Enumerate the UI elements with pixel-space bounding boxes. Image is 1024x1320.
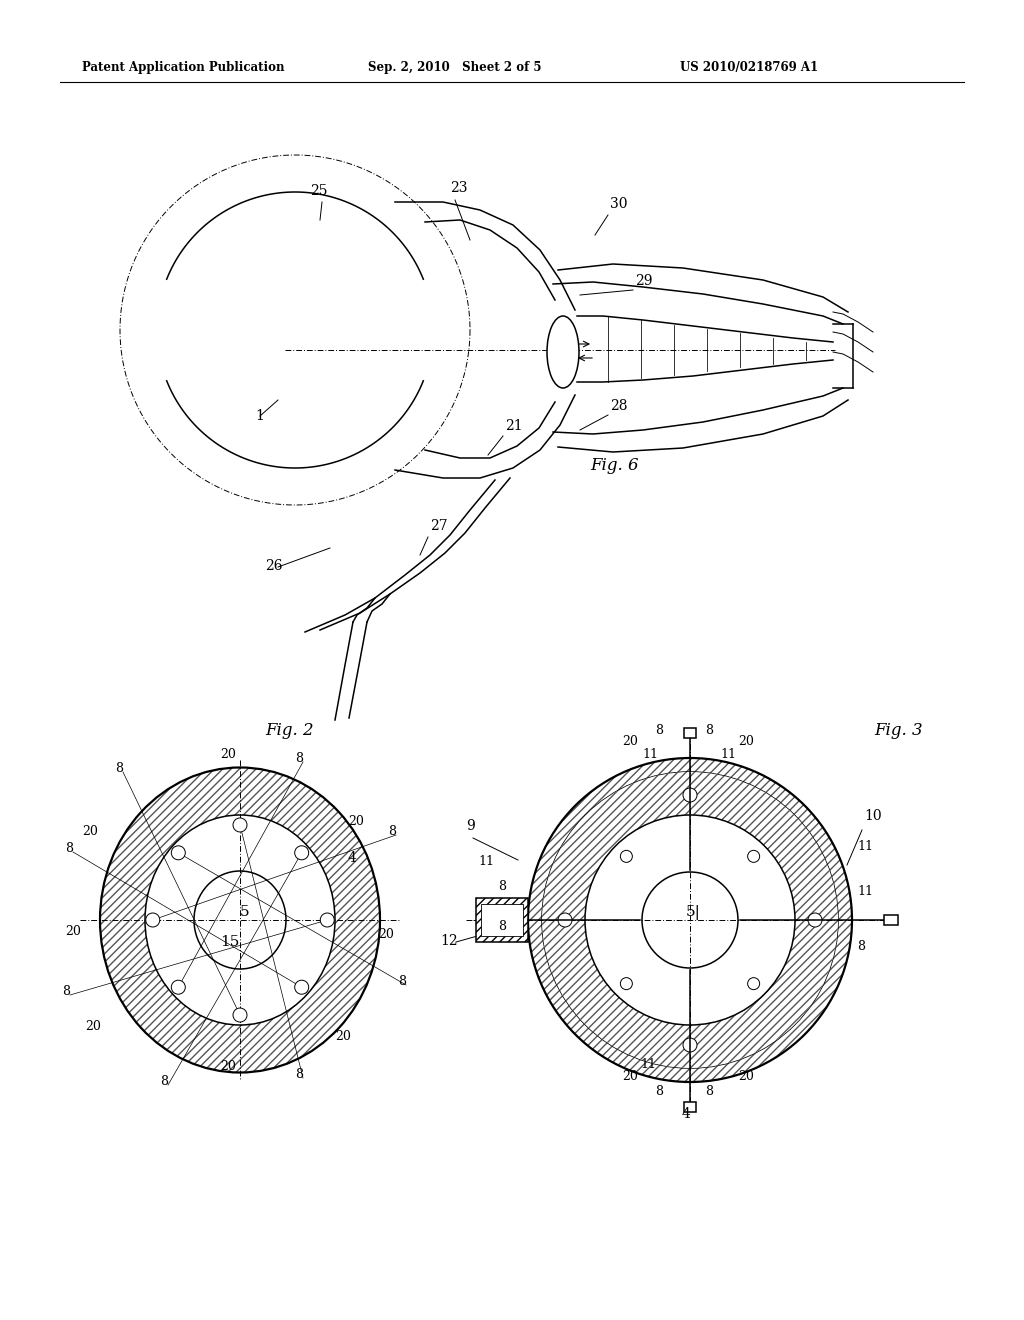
Text: 20: 20 <box>738 1071 754 1082</box>
Circle shape <box>642 873 738 968</box>
Text: 8: 8 <box>398 975 406 987</box>
Text: 8: 8 <box>857 940 865 953</box>
Circle shape <box>542 772 838 1068</box>
Text: Fig. 6: Fig. 6 <box>590 457 639 474</box>
Circle shape <box>808 913 822 927</box>
Text: 11: 11 <box>642 748 658 762</box>
Text: 5: 5 <box>241 906 250 919</box>
Text: 8: 8 <box>295 752 303 766</box>
Text: 1: 1 <box>255 409 264 422</box>
Text: 8: 8 <box>388 825 396 838</box>
Text: US 2010/0218769 A1: US 2010/0218769 A1 <box>680 62 818 74</box>
Circle shape <box>683 788 697 803</box>
Text: Patent Application Publication: Patent Application Publication <box>82 62 285 74</box>
Text: 23: 23 <box>450 181 468 195</box>
Text: 30: 30 <box>610 197 628 211</box>
Text: 11: 11 <box>478 855 494 869</box>
Text: Fig. 3: Fig. 3 <box>874 722 923 739</box>
Text: 4: 4 <box>682 1107 691 1121</box>
Circle shape <box>621 978 633 990</box>
Circle shape <box>558 913 572 927</box>
Text: 20: 20 <box>85 1020 101 1034</box>
Bar <box>884 915 898 925</box>
Circle shape <box>321 913 334 927</box>
Text: 11: 11 <box>640 1059 656 1071</box>
Text: 8: 8 <box>705 1085 713 1098</box>
Circle shape <box>528 758 852 1082</box>
Text: 20: 20 <box>622 735 638 748</box>
Text: Fig. 2: Fig. 2 <box>265 722 313 739</box>
Text: 28: 28 <box>610 399 628 413</box>
Circle shape <box>683 1038 697 1052</box>
Text: 4: 4 <box>348 851 357 865</box>
Text: 20: 20 <box>622 1071 638 1082</box>
Text: 15: 15 <box>220 935 240 949</box>
Text: 8: 8 <box>295 1068 303 1081</box>
Text: 8: 8 <box>655 1085 663 1098</box>
Bar <box>684 729 696 738</box>
Circle shape <box>542 772 838 1068</box>
Bar <box>481 904 523 936</box>
Circle shape <box>171 981 185 994</box>
Text: 20: 20 <box>220 748 236 762</box>
Text: 25: 25 <box>310 183 328 198</box>
Ellipse shape <box>145 814 335 1026</box>
Circle shape <box>233 818 247 832</box>
Ellipse shape <box>194 871 286 969</box>
Text: 20: 20 <box>738 735 754 748</box>
Ellipse shape <box>100 767 380 1072</box>
Text: 20: 20 <box>220 1060 236 1073</box>
Text: 20: 20 <box>348 814 364 828</box>
Text: 8: 8 <box>705 723 713 737</box>
Text: 8: 8 <box>115 762 123 775</box>
Text: 9: 9 <box>466 818 475 833</box>
Circle shape <box>295 846 308 859</box>
Circle shape <box>748 978 760 990</box>
Text: 26: 26 <box>265 558 283 573</box>
Text: 20: 20 <box>335 1030 351 1043</box>
Circle shape <box>621 850 633 862</box>
Circle shape <box>295 981 308 994</box>
Circle shape <box>233 1008 247 1022</box>
Ellipse shape <box>547 315 579 388</box>
Text: 11: 11 <box>857 884 873 898</box>
Text: 5|: 5| <box>685 904 700 920</box>
Bar <box>476 898 528 942</box>
Text: 8: 8 <box>655 723 663 737</box>
Text: 12: 12 <box>440 935 458 948</box>
Circle shape <box>145 913 160 927</box>
Circle shape <box>585 814 795 1026</box>
Text: 27: 27 <box>430 519 447 533</box>
Bar <box>684 1102 696 1111</box>
Text: 20: 20 <box>65 925 81 939</box>
Text: 11: 11 <box>857 840 873 853</box>
Text: Sep. 2, 2010   Sheet 2 of 5: Sep. 2, 2010 Sheet 2 of 5 <box>368 62 542 74</box>
Circle shape <box>748 850 760 862</box>
Text: 8: 8 <box>65 842 73 855</box>
Text: 20: 20 <box>82 825 98 838</box>
Circle shape <box>171 846 185 859</box>
Text: 8: 8 <box>498 920 506 933</box>
Text: 10: 10 <box>864 809 882 822</box>
Text: 8: 8 <box>498 880 506 894</box>
Text: 29: 29 <box>635 275 652 288</box>
Text: 21: 21 <box>505 418 522 433</box>
Text: 8: 8 <box>62 985 70 998</box>
Text: 20: 20 <box>378 928 394 941</box>
Text: 8: 8 <box>160 1074 168 1088</box>
Text: 11: 11 <box>720 748 736 762</box>
